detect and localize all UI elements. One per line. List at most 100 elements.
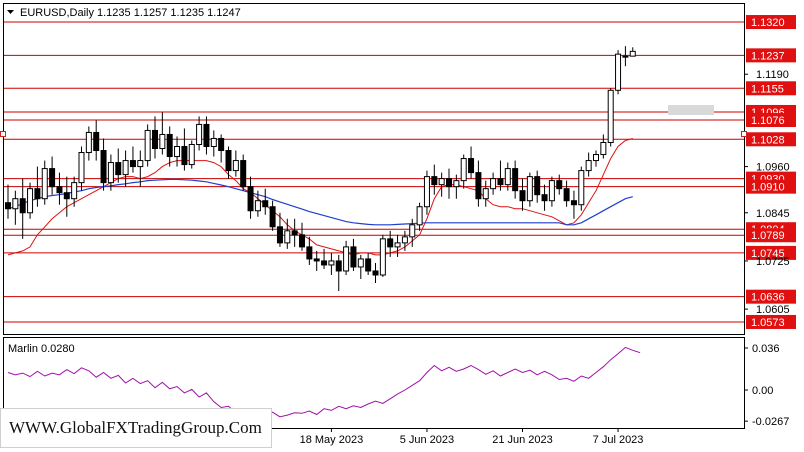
candle (460, 154, 467, 189)
candle-body-bear (350, 246, 357, 268)
candle-body-bull (137, 160, 144, 168)
candle (629, 47, 636, 57)
candle-body-bull (409, 224, 416, 238)
candle-body-bear (63, 192, 70, 200)
candle (622, 46, 629, 67)
candle-body-bear (497, 178, 504, 186)
candle-body-bull (490, 178, 497, 190)
oscillator-line (7, 346, 641, 420)
candle (247, 176, 254, 219)
indicator-label: Marlin 0.0280 (8, 343, 75, 355)
candle-body-bull (27, 188, 34, 214)
candle (372, 262, 379, 284)
level-label: 1.1237 (751, 50, 785, 62)
candle (387, 230, 394, 257)
candle (343, 240, 350, 275)
candle-body-bull (85, 131, 92, 154)
candle (27, 182, 34, 219)
candle (453, 174, 460, 199)
candle (34, 166, 41, 207)
candle (600, 134, 607, 159)
candles-layer (5, 46, 636, 292)
candle (423, 170, 430, 215)
level-label: 1.1155 (751, 83, 784, 95)
candle-body-bull (71, 182, 78, 200)
candle (416, 202, 423, 231)
candle (497, 160, 504, 191)
candle (357, 254, 364, 280)
candle-body-bull (401, 236, 408, 244)
chart-menu-arrow-icon[interactable] (7, 10, 14, 14)
candle (63, 176, 70, 217)
candle (174, 136, 181, 167)
candle-body-bull (394, 242, 401, 248)
candle (409, 218, 416, 247)
candle-body-bear (240, 160, 247, 188)
level-label-box (746, 289, 796, 304)
left-edge-marker (0, 131, 6, 137)
level-label: 1.0789 (751, 230, 785, 242)
candle (615, 50, 622, 95)
candle-body-bull (188, 143, 195, 166)
candle (41, 160, 48, 205)
candle (5, 184, 11, 219)
candle (269, 200, 276, 231)
candle (129, 146, 136, 173)
candle-body-bear (247, 186, 254, 212)
candle-body-bull (453, 180, 460, 188)
candle (401, 230, 408, 251)
candle (563, 180, 570, 207)
candle (78, 146, 85, 191)
candle (19, 178, 26, 239)
candle (144, 124, 151, 167)
candle (482, 180, 489, 207)
price-tick-label: 1.0725 (756, 256, 790, 268)
candle-body-bull (284, 230, 291, 244)
level-label-box (746, 48, 796, 63)
candle (210, 130, 217, 157)
price-tick-label: 1.0605 (756, 304, 790, 316)
candle (593, 150, 599, 167)
candle (328, 252, 335, 275)
level-label: 1.0745 (751, 248, 785, 260)
candle (379, 234, 386, 277)
level-label: 1.1320 (751, 17, 785, 29)
ma-slow-line (7, 178, 633, 226)
indicator-pane-frame (3, 337, 745, 429)
candle (188, 140, 195, 169)
level-label-box (746, 132, 796, 147)
candle-body-bear (556, 180, 563, 190)
candle-body-bull (254, 200, 261, 212)
oscillator-layer (7, 346, 641, 420)
candle-body-bear (218, 137, 225, 152)
candle-body-bear (570, 200, 577, 206)
price-axis: 1.13201.12371.11551.10961.10761.10281.09… (744, 15, 796, 329)
candle-body-bear (203, 123, 210, 148)
candle (232, 150, 239, 177)
candle (468, 146, 475, 179)
candle-body-bull (585, 160, 592, 172)
time-tick-label: 21 Jun 2023 (492, 434, 553, 446)
candle-body-bear (262, 200, 269, 208)
candle (240, 154, 247, 191)
candle-body-bull (12, 198, 19, 210)
candle (512, 160, 519, 199)
candle (350, 238, 357, 271)
candle (284, 218, 291, 249)
candle-body-bull (379, 238, 386, 276)
candle (585, 152, 592, 177)
level-label: 1.0910 (751, 182, 785, 194)
level-label-box (746, 228, 796, 243)
gray-zone-marker (668, 105, 714, 115)
level-lines-layer (4, 21, 744, 323)
candle (291, 218, 298, 247)
candle (438, 172, 445, 197)
candle (107, 154, 114, 191)
candle-body-bear (19, 198, 26, 214)
candle (100, 138, 107, 191)
candle-body-bull (460, 158, 467, 182)
level-label: 1.1028 (751, 134, 785, 146)
candle-body-bear (313, 258, 320, 262)
candle (570, 190, 577, 219)
candle (196, 116, 203, 151)
